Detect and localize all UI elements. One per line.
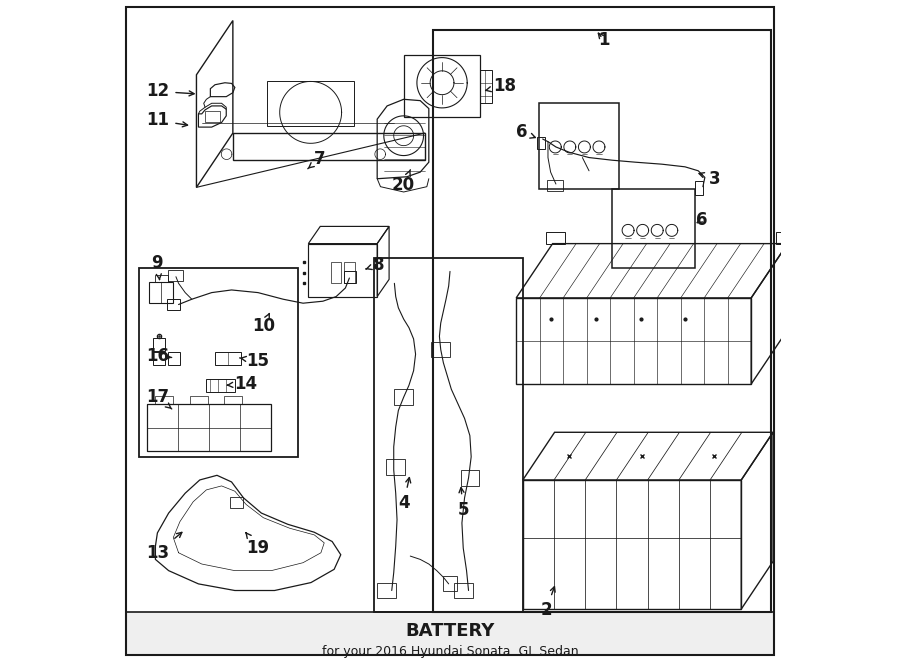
Bar (344, 262, 355, 283)
Bar (404, 55, 481, 117)
Text: 7: 7 (308, 150, 326, 169)
Text: 6: 6 (516, 123, 536, 142)
Bar (386, 459, 405, 475)
Bar (612, 189, 695, 268)
Text: 1: 1 (598, 30, 609, 49)
Bar (139, 268, 298, 457)
Bar (155, 275, 168, 282)
Text: 20: 20 (392, 169, 415, 195)
Text: 12: 12 (146, 82, 194, 101)
Text: 2: 2 (540, 587, 555, 620)
Bar (153, 352, 166, 365)
Text: 4: 4 (398, 477, 410, 512)
Bar (444, 576, 456, 591)
Bar (156, 396, 174, 404)
Text: 14: 14 (228, 375, 257, 393)
Text: 5: 5 (457, 488, 469, 519)
Bar (126, 612, 774, 655)
Bar (374, 258, 523, 612)
Bar (377, 583, 396, 598)
Bar (434, 30, 771, 612)
Text: 19: 19 (246, 533, 270, 557)
Text: 17: 17 (146, 388, 172, 409)
Text: 9: 9 (151, 254, 163, 279)
Text: 11: 11 (146, 111, 187, 130)
Bar (224, 396, 242, 404)
Bar (461, 470, 479, 486)
Bar (537, 137, 545, 149)
Text: 8: 8 (366, 256, 384, 274)
Text: 15: 15 (239, 352, 269, 370)
Bar (431, 342, 450, 357)
Bar (344, 271, 356, 283)
Bar (481, 70, 491, 103)
Bar (215, 352, 241, 365)
Bar (205, 111, 220, 122)
Text: 3: 3 (699, 169, 721, 188)
Text: 18: 18 (486, 77, 516, 95)
Text: 16: 16 (146, 347, 172, 365)
Bar (539, 103, 619, 189)
Bar (206, 379, 235, 392)
Bar (149, 282, 174, 303)
Text: BATTERY: BATTERY (405, 622, 495, 640)
Bar (153, 338, 166, 351)
Bar (147, 404, 271, 451)
Bar (454, 583, 473, 598)
Text: 6: 6 (696, 211, 707, 229)
Bar (190, 396, 208, 404)
Bar (695, 181, 703, 195)
Bar (230, 496, 244, 508)
Text: 10: 10 (252, 314, 274, 335)
Bar (168, 270, 183, 281)
Text: 13: 13 (146, 532, 182, 562)
Bar (168, 352, 180, 365)
Text: for your 2016 Hyundai Sonata  GL Sedan: for your 2016 Hyundai Sonata GL Sedan (321, 645, 579, 657)
Bar (331, 262, 341, 283)
Bar (546, 180, 562, 191)
Bar (394, 389, 413, 405)
Bar (166, 299, 180, 310)
